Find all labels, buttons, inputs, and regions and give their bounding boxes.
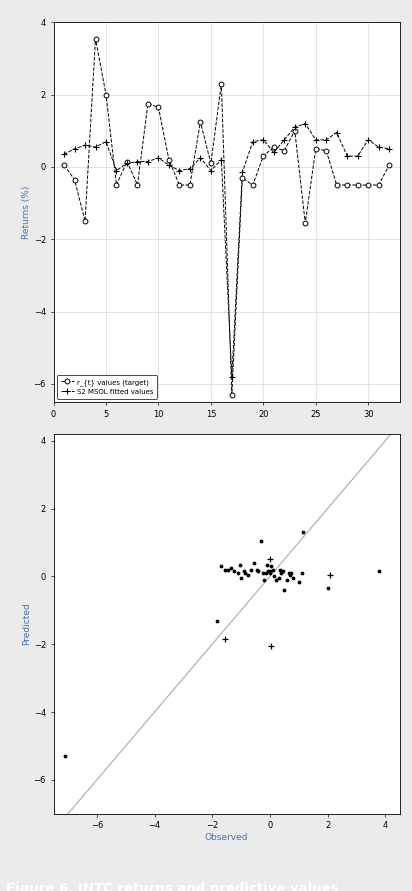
Text: Figure 6. INTC returns and predictive values: Figure 6. INTC returns and predictive va…: [6, 882, 339, 891]
Y-axis label: Returns (%): Returns (%): [22, 185, 31, 239]
Y-axis label: Predicted: Predicted: [22, 602, 31, 645]
X-axis label: Observed: Observed: [205, 833, 248, 842]
Legend: r_{t} values (target), S2 MSOL fitted values: r_{t} values (target), S2 MSOL fitted va…: [57, 375, 157, 398]
